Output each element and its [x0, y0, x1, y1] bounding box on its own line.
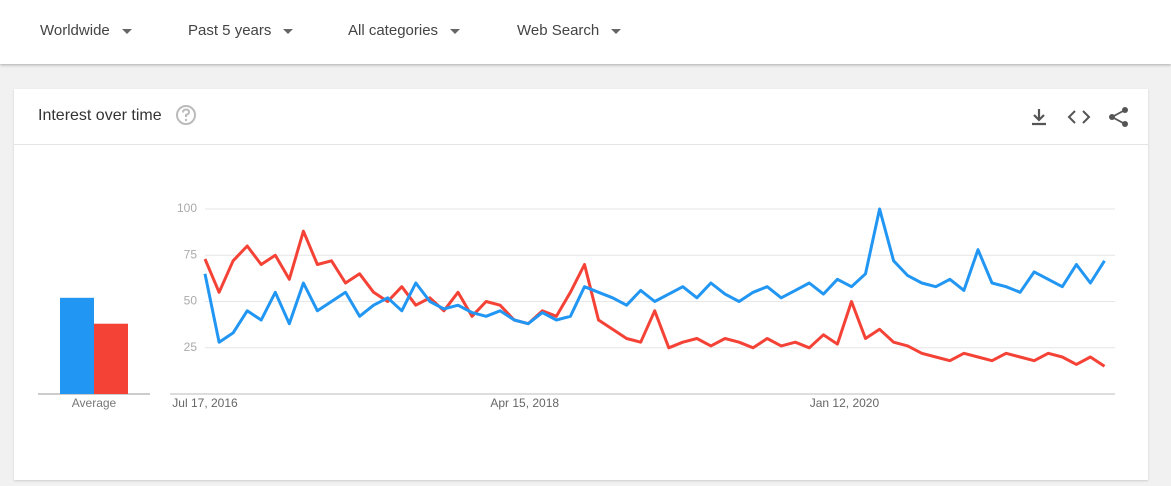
y-tick-label: 25: [184, 340, 198, 354]
average-label: Average: [72, 396, 117, 410]
filter-label: Past 5 years: [188, 22, 272, 39]
filter-label: Web Search: [517, 22, 600, 39]
filter-label: All categories: [348, 22, 439, 39]
filter[interactable]: Worldwide: [40, 22, 132, 39]
filter-bar: Worldwide Past 5 years All categories We…: [0, 0, 1171, 64]
card-title: Interest over time: [38, 107, 162, 124]
average-bar: [94, 323, 128, 394]
divider: [14, 144, 1148, 145]
x-tick-label: Jan 12, 2020: [810, 396, 880, 410]
x-tick-label: Apr 15, 2018: [490, 396, 559, 410]
filter[interactable]: All categories: [348, 22, 461, 39]
y-tick-label: 75: [184, 247, 198, 261]
share-icon[interactable]: [1108, 106, 1130, 128]
series-line: [203, 229, 1106, 368]
help-icon[interactable]: [174, 103, 198, 127]
download-icon[interactable]: [1029, 107, 1049, 127]
card: Interest over time: [14, 89, 1148, 480]
filter[interactable]: Web Search: [517, 22, 622, 39]
filter-label: Worldwide: [40, 22, 110, 39]
average-bar: [60, 297, 94, 394]
filter[interactable]: Past 5 years: [188, 22, 294, 39]
y-tick-label: 100: [177, 201, 197, 215]
x-tick-label: Jul 17, 2016: [172, 396, 238, 410]
embed-icon[interactable]: [1067, 107, 1091, 127]
y-tick-label: 50: [184, 294, 198, 308]
series-line: [203, 207, 1106, 344]
